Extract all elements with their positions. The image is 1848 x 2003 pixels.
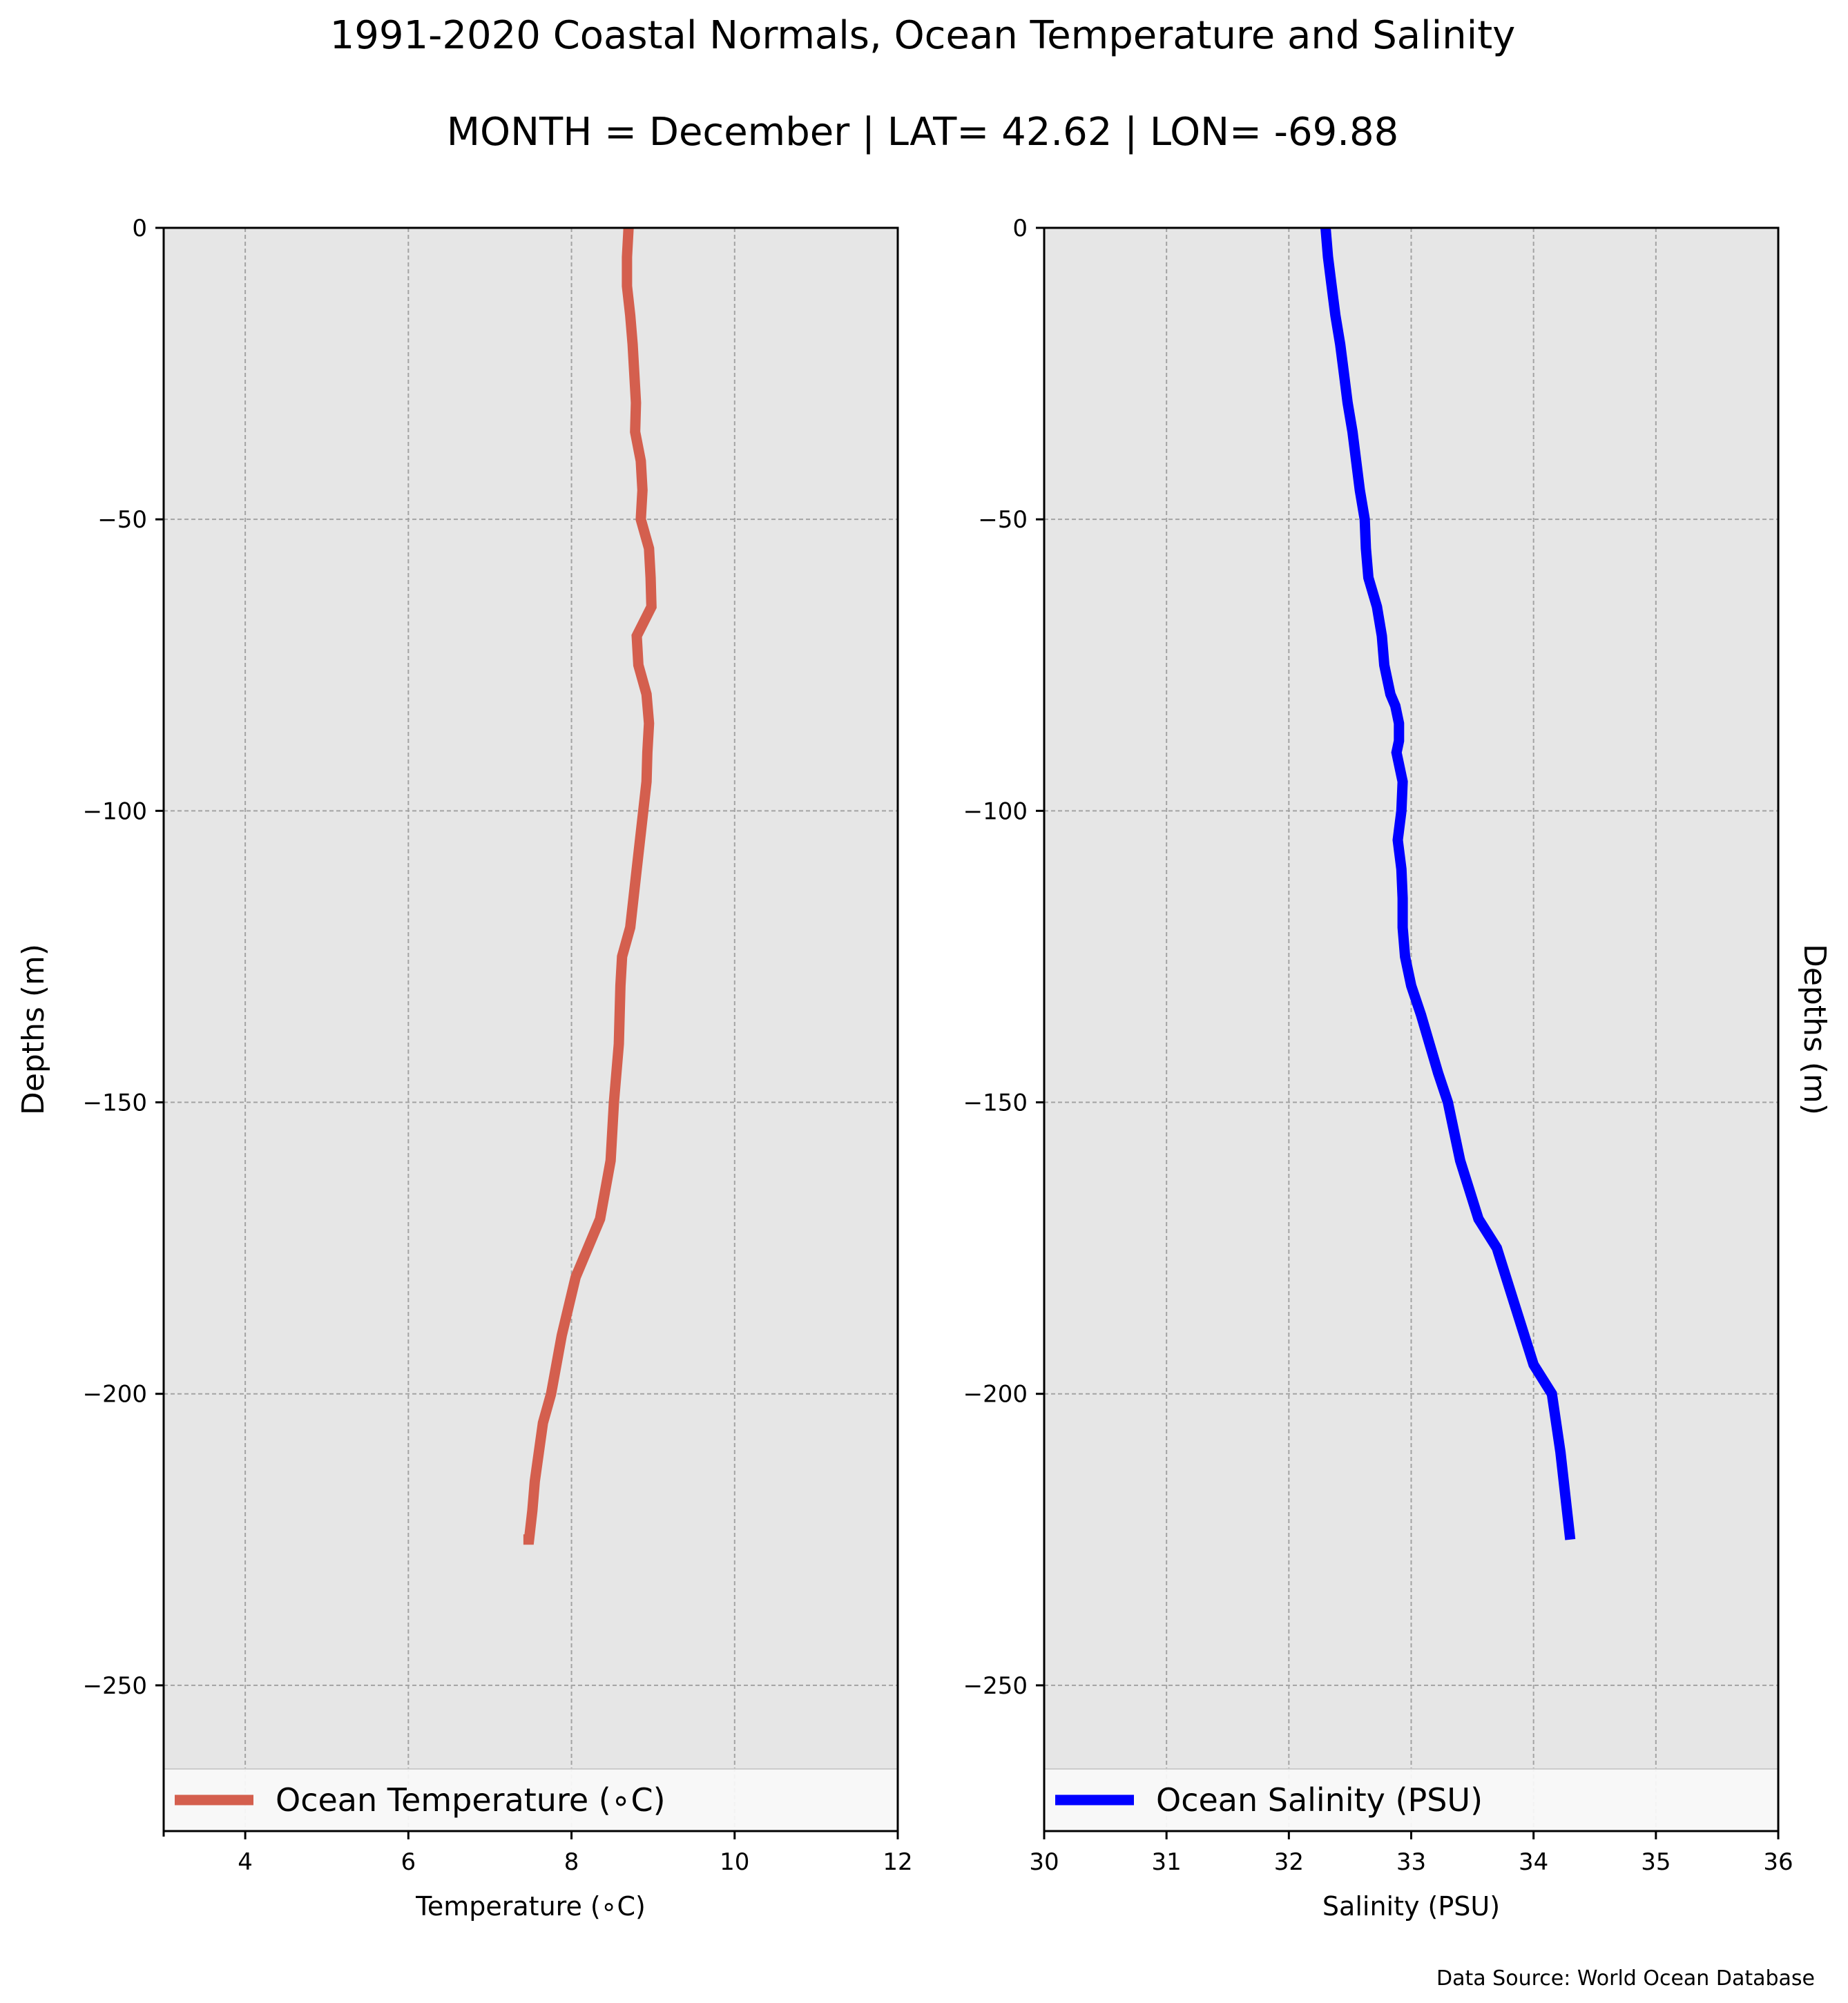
legend: Ocean Salinity (PSU)	[1043, 1768, 1779, 1832]
x-tick-label: 30	[1029, 1848, 1059, 1876]
y-tick-label: −100	[963, 797, 1028, 825]
salinity-panel: Ocean Salinity (PSU) 30 31 32 33 34 35 36 0 −50 −1…	[963, 215, 1832, 1922]
series-line	[523, 227, 657, 1545]
x-tick-label: 4	[238, 1848, 253, 1876]
y-tick-label: −200	[963, 1381, 1028, 1409]
axes-frame	[162, 226, 899, 1832]
y-tick-label: −250	[963, 1672, 1028, 1700]
y-tick-label: −250	[83, 1672, 147, 1700]
y-tick-label: −200	[83, 1381, 147, 1409]
x-tick-label: 36	[1763, 1848, 1793, 1876]
x-axis-label: Salinity (PSU)	[1322, 1891, 1500, 1922]
temperature-panel: Ocean Temperature (∘C) 4 6 8 10 12 0 −50 −100 −15…	[16, 215, 913, 1922]
plot-area	[164, 228, 898, 1831]
legend-label: Ocean Salinity (PSU)	[1156, 1781, 1483, 1819]
x-axis-label: Temperature (∘C)	[415, 1891, 646, 1922]
series-line	[1320, 227, 1576, 1540]
y-tick-label: −150	[83, 1090, 147, 1117]
legend-box	[1043, 1768, 1779, 1832]
figure-title: 1991-2020 Coastal Normals, Ocean Tempera…	[330, 13, 1516, 58]
figure-subtitle: MONTH = December | LAT= 42.62 | LON= -69…	[447, 110, 1399, 155]
y-tick-label: 0	[132, 215, 147, 242]
y-tick-label: 0	[1012, 215, 1028, 242]
x-tick-label: 33	[1396, 1848, 1426, 1876]
legend-box	[163, 1768, 898, 1832]
y-axis-label: Depths (m)	[16, 944, 51, 1115]
x-tick-label: 6	[401, 1848, 416, 1876]
y-tick-label: −50	[97, 506, 147, 534]
y-tick-label: −150	[963, 1090, 1028, 1117]
source-note: Data Source: World Ocean Database	[1436, 1966, 1815, 1991]
x-tick-label: 8	[564, 1848, 579, 1876]
legend: Ocean Temperature (∘C)	[163, 1768, 898, 1832]
x-tick-label: 10	[720, 1848, 749, 1876]
x-tick-label: 32	[1274, 1848, 1304, 1876]
x-tick-label: 12	[883, 1848, 912, 1876]
y-tick-label: −50	[978, 506, 1028, 534]
x-tick-label: 35	[1641, 1848, 1671, 1876]
x-tick-label: 34	[1519, 1848, 1548, 1876]
y-tick-label: −100	[83, 797, 147, 825]
legend-label: Ocean Temperature (∘C)	[276, 1781, 666, 1819]
x-tick-label: 31	[1152, 1848, 1182, 1876]
y-axis-label: Depths (m)	[1797, 944, 1832, 1115]
